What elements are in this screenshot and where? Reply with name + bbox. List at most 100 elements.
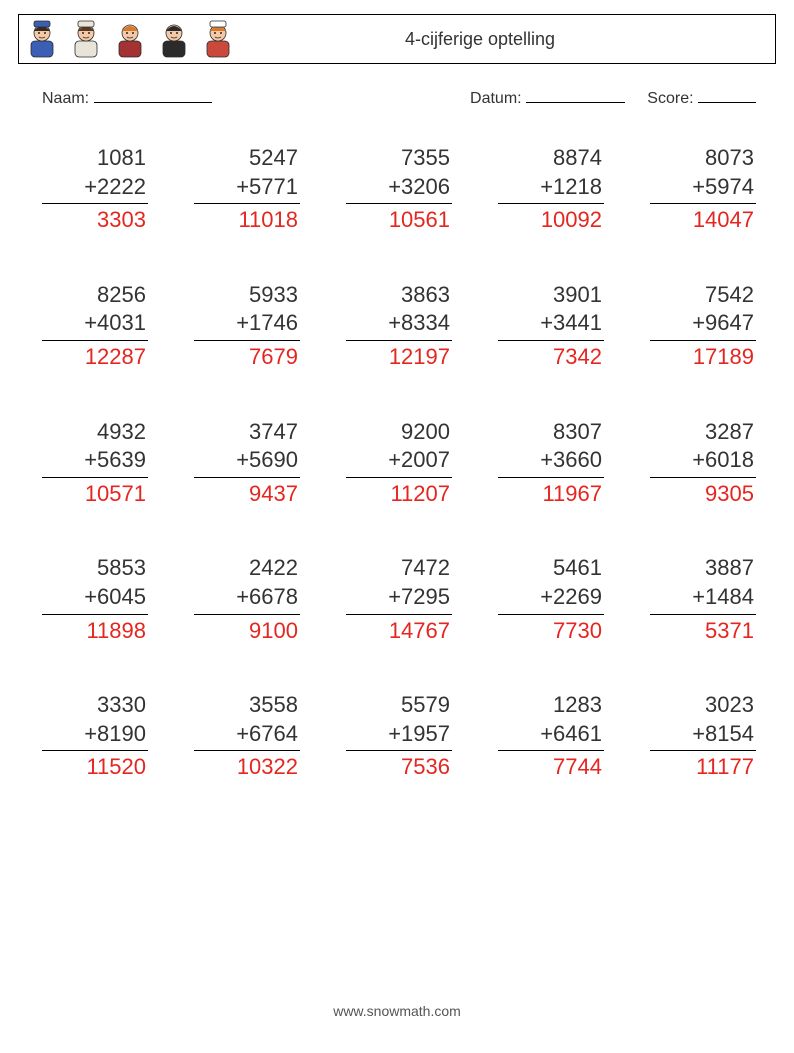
- addend-a: 9200: [346, 418, 452, 447]
- score-label: Score:: [647, 90, 693, 107]
- addend-b: +5974: [650, 173, 756, 205]
- answer: 14047: [650, 204, 756, 235]
- addend-a: 5461: [498, 554, 604, 583]
- answer: 10322: [194, 751, 300, 782]
- addend-a: 3023: [650, 691, 756, 720]
- problem-16: 5853+604511898: [42, 554, 148, 645]
- name-label: Naam:: [42, 90, 89, 107]
- name-underline[interactable]: [94, 88, 212, 103]
- problem-5: 8073+597414047: [650, 144, 756, 235]
- addend-b: +3441: [498, 309, 604, 341]
- addend-a: 1283: [498, 691, 604, 720]
- problem-24: 1283+64617744: [498, 691, 604, 782]
- answer: 7744: [498, 751, 604, 782]
- answer: 9437: [194, 478, 300, 509]
- answer: 14767: [346, 615, 452, 646]
- problem-12: 3747+56909437: [194, 418, 300, 509]
- addend-a: 5933: [194, 281, 300, 310]
- addend-a: 7355: [346, 144, 452, 173]
- problem-4: 8874+121810092: [498, 144, 604, 235]
- addend-a: 3863: [346, 281, 452, 310]
- answer: 11967: [498, 478, 604, 509]
- date-score-group: Datum: Score:: [470, 88, 756, 108]
- addend-b: +4031: [42, 309, 148, 341]
- addend-a: 4932: [42, 418, 148, 447]
- priest-icon: [157, 19, 191, 59]
- addend-a: 5579: [346, 691, 452, 720]
- addend-b: +1957: [346, 720, 452, 752]
- addend-b: +6678: [194, 583, 300, 615]
- date-underline[interactable]: [526, 88, 625, 103]
- addend-b: +8334: [346, 309, 452, 341]
- answer: 11520: [42, 751, 148, 782]
- answer: 5371: [650, 615, 756, 646]
- flight-attendant-icon: [25, 19, 59, 59]
- problem-17: 2422+66789100: [194, 554, 300, 645]
- addend-b: +2222: [42, 173, 148, 205]
- addend-a: 3901: [498, 281, 604, 310]
- answer: 7679: [194, 341, 300, 372]
- chef-icon: [69, 19, 103, 59]
- addend-b: +3660: [498, 446, 604, 478]
- problem-20: 3887+14845371: [650, 554, 756, 645]
- addend-a: 7472: [346, 554, 452, 583]
- problem-6: 8256+403112287: [42, 281, 148, 372]
- addend-a: 7542: [650, 281, 756, 310]
- addend-a: 1081: [42, 144, 148, 173]
- addend-b: +9647: [650, 309, 756, 341]
- addend-a: 3287: [650, 418, 756, 447]
- answer: 12287: [42, 341, 148, 372]
- answer: 9100: [194, 615, 300, 646]
- addend-b: +5639: [42, 446, 148, 478]
- addend-b: +8154: [650, 720, 756, 752]
- addend-b: +1218: [498, 173, 604, 205]
- problem-19: 5461+22697730: [498, 554, 604, 645]
- info-row: Naam: Datum: Score:: [42, 88, 756, 108]
- addend-a: 2422: [194, 554, 300, 583]
- problem-22: 3558+676410322: [194, 691, 300, 782]
- addend-a: 8256: [42, 281, 148, 310]
- problem-15: 3287+60189305: [650, 418, 756, 509]
- problem-11: 4932+563910571: [42, 418, 148, 509]
- date-label: Datum:: [470, 90, 522, 107]
- answer: 7730: [498, 615, 604, 646]
- addend-b: +1746: [194, 309, 300, 341]
- answer: 3303: [42, 204, 148, 235]
- score-underline[interactable]: [698, 88, 756, 103]
- problem-14: 8307+366011967: [498, 418, 604, 509]
- addend-a: 3558: [194, 691, 300, 720]
- addend-a: 8307: [498, 418, 604, 447]
- footer-text: www.snowmath.com: [333, 1003, 461, 1019]
- answer: 11207: [346, 478, 452, 509]
- problem-1: 1081+22223303: [42, 144, 148, 235]
- name-field: Naam:: [42, 88, 212, 108]
- answer: 10092: [498, 204, 604, 235]
- addend-b: +8190: [42, 720, 148, 752]
- answer: 11898: [42, 615, 148, 646]
- addend-b: +6461: [498, 720, 604, 752]
- answer: 7342: [498, 341, 604, 372]
- answer: 11177: [650, 751, 756, 782]
- addend-b: +5771: [194, 173, 300, 205]
- addend-a: 3330: [42, 691, 148, 720]
- header-box: 4-cijferige optelling: [18, 14, 776, 64]
- problem-18: 7472+729514767: [346, 554, 452, 645]
- worksheet-page: 4-cijferige optelling Naam: Datum: Score…: [0, 0, 794, 1053]
- addend-a: 8874: [498, 144, 604, 173]
- problem-3: 7355+320610561: [346, 144, 452, 235]
- addend-a: 3887: [650, 554, 756, 583]
- problem-8: 3863+833412197: [346, 281, 452, 372]
- addend-b: +6045: [42, 583, 148, 615]
- addend-a: 5247: [194, 144, 300, 173]
- answer: 10561: [346, 204, 452, 235]
- waitress-icon: [201, 19, 235, 59]
- answer: 17189: [650, 341, 756, 372]
- footer: www.snowmath.com: [0, 1003, 794, 1019]
- answer: 12197: [346, 341, 452, 372]
- problem-2: 5247+577111018: [194, 144, 300, 235]
- addend-a: 8073: [650, 144, 756, 173]
- problem-23: 5579+19577536: [346, 691, 452, 782]
- addend-b: +2007: [346, 446, 452, 478]
- answer: 7536: [346, 751, 452, 782]
- addend-b: +7295: [346, 583, 452, 615]
